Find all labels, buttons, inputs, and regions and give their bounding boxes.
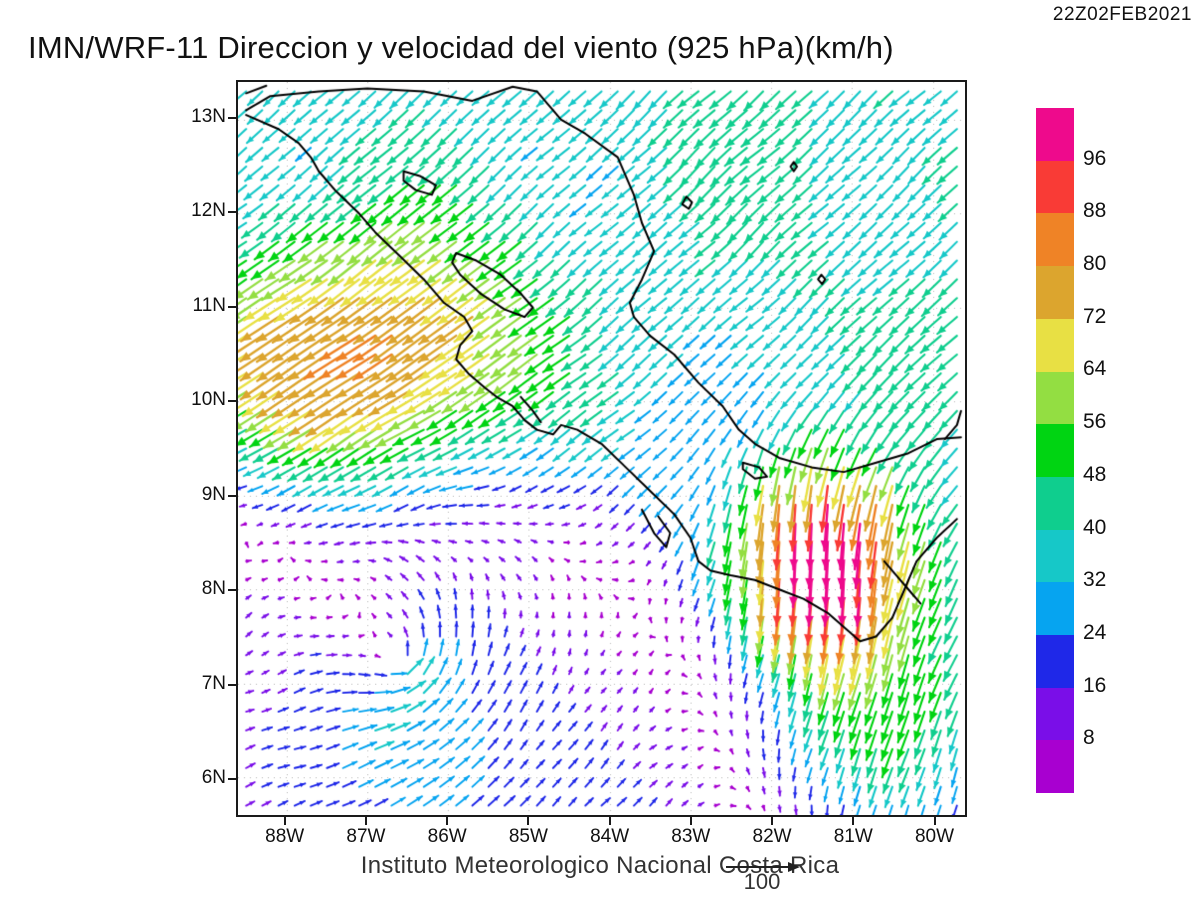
- y-axis-tick-mark: [228, 211, 237, 214]
- x-axis-tick-label: 83W: [671, 826, 711, 847]
- colorbar-band: [1036, 476, 1074, 530]
- x-axis-tick-label: 88W: [265, 826, 305, 847]
- colorbar-band: [1036, 740, 1074, 793]
- wind-map-plot-area: [236, 80, 967, 817]
- colorbar-band: [1036, 582, 1074, 635]
- colorbar-tick-label: 48: [1083, 462, 1107, 486]
- colorbar-tick-label: 32: [1083, 568, 1107, 592]
- colorbar-tick-label: 56: [1083, 410, 1107, 434]
- y-axis-tick-label: 9N: [201, 483, 226, 505]
- x-axis-tick-mark: [364, 817, 367, 825]
- y-axis-tick-mark: [228, 683, 237, 686]
- colorbar-band: [1036, 687, 1074, 741]
- x-axis-tick-label: 81W: [833, 826, 873, 847]
- x-axis-tick-mark: [689, 817, 692, 825]
- x-axis-tick-label: 86W: [427, 826, 467, 847]
- y-axis-tick-label: 10N: [191, 389, 226, 411]
- x-axis-tick-label: 85W: [508, 826, 548, 847]
- colorbar-tick-label: 72: [1083, 304, 1107, 328]
- y-axis-tick-mark: [228, 778, 237, 781]
- colorbar-band: [1036, 160, 1074, 214]
- page-title: IMN/WRF-11 Direccion y velocidad del vie…: [28, 30, 894, 65]
- y-axis-tick-mark: [228, 589, 237, 592]
- reference-vector-label: 100: [743, 869, 781, 894]
- y-axis-tick-label: 7N: [201, 672, 226, 694]
- x-axis-tick-mark: [933, 817, 936, 825]
- x-axis-tick-mark: [527, 817, 530, 825]
- footer-attribution: Instituto Meteorologico Nacional Costa R…: [360, 852, 840, 879]
- colorbar-band: [1036, 634, 1074, 688]
- x-axis-tick-label: 87W: [346, 826, 386, 847]
- colorbar-tick-label: 64: [1083, 357, 1107, 381]
- colorbar-band: [1036, 266, 1074, 319]
- reference-vector-arrow-icon: [726, 862, 800, 872]
- x-axis-tick-label: 80W: [914, 826, 955, 847]
- colorbar-band: [1036, 213, 1074, 267]
- colorbar-tick-label: 88: [1083, 199, 1107, 223]
- y-axis-tick-mark: [228, 494, 237, 497]
- y-axis-tick-label: 6N: [201, 767, 226, 789]
- colorbar-band: [1036, 371, 1074, 425]
- valid-time-stamp: 22Z02FEB2021: [1052, 4, 1192, 25]
- colorbar-tick-label: 80: [1083, 252, 1107, 276]
- x-axis-tick-label: 84W: [590, 826, 630, 847]
- colorbar-tick-label: 16: [1083, 673, 1107, 697]
- y-axis-tick-label: 11N: [192, 294, 226, 316]
- x-axis-tick-mark: [771, 817, 774, 825]
- x-axis-tick-label: 82W: [752, 826, 792, 847]
- colorbar-tick-label: 8: [1083, 726, 1095, 750]
- y-axis-tick-label: 13N: [191, 105, 226, 127]
- y-axis-tick-mark: [228, 116, 237, 119]
- x-axis-tick-mark: [283, 817, 286, 825]
- y-axis-tick-label: 8N: [201, 578, 226, 600]
- colorbar-band: [1036, 318, 1074, 372]
- colorbar-band: [1036, 108, 1074, 161]
- coastline-overlay: [238, 82, 965, 815]
- colorbar-band: [1036, 529, 1074, 583]
- x-axis-tick-mark: [446, 817, 449, 825]
- colorbar-tick-label: 40: [1083, 515, 1107, 539]
- colorbar-tick-label: 96: [1083, 146, 1107, 170]
- y-axis-tick-mark: [228, 400, 237, 403]
- speed-colorbar: [1036, 108, 1074, 793]
- x-axis-tick-mark: [608, 817, 611, 825]
- y-axis-tick-mark: [228, 305, 237, 308]
- y-axis-tick-label: 12N: [191, 200, 226, 222]
- colorbar-tick-label: 24: [1083, 620, 1107, 644]
- colorbar-band: [1036, 424, 1074, 477]
- x-axis-tick-mark: [852, 817, 855, 825]
